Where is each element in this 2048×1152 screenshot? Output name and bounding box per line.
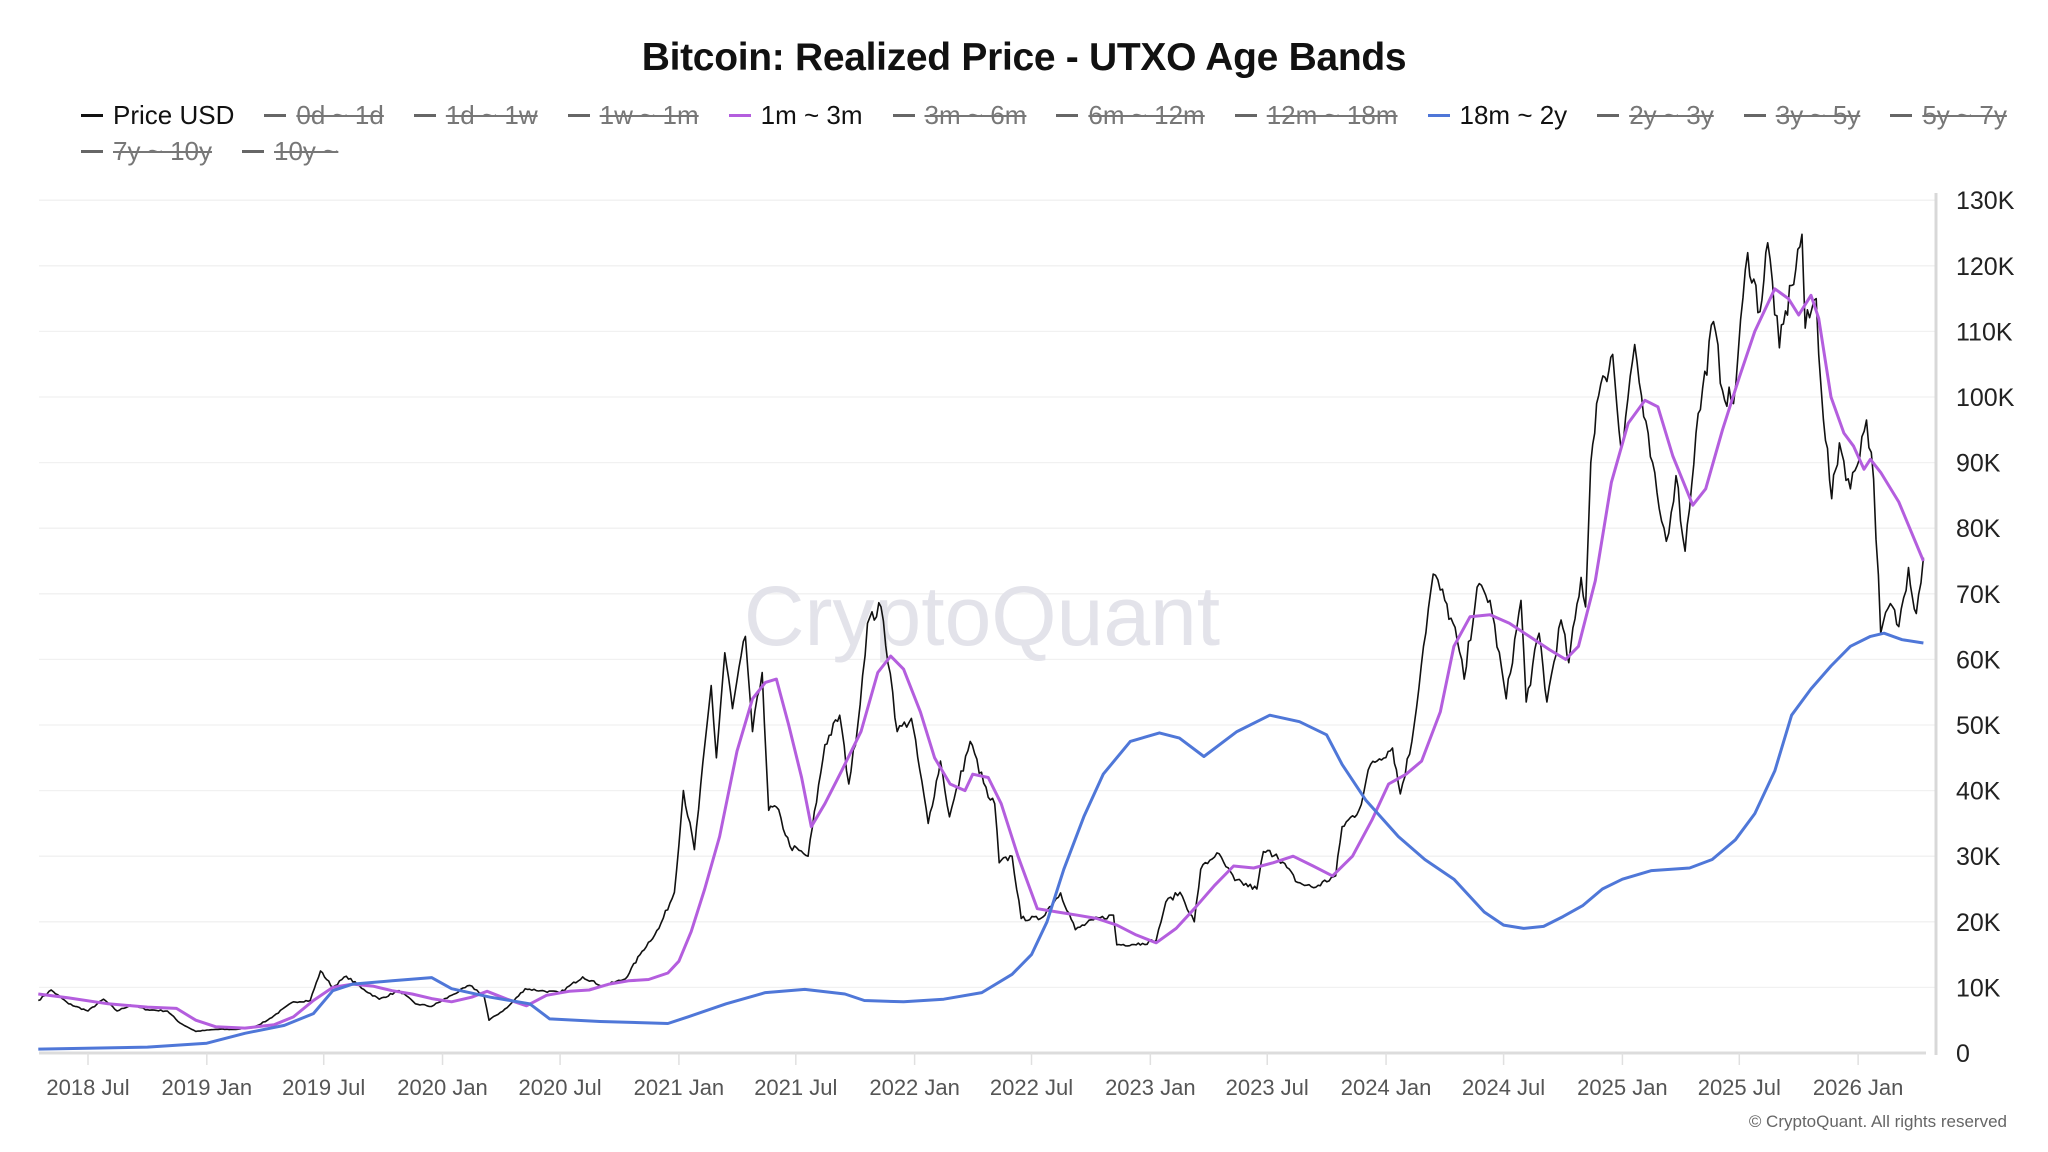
x-tick-label: 2019 Jul — [282, 1075, 365, 1100]
copyright-notice: © CryptoQuant. All rights reserved — [1748, 1112, 2007, 1131]
legend-swatch — [1890, 113, 1913, 117]
series-line-1m-3m — [38, 287, 1925, 1030]
x-tick-label: 2026 Jan — [1813, 1075, 1904, 1100]
legend-label: 7y ~ 10y — [113, 135, 213, 166]
y-tick-label: 40K — [1956, 778, 2001, 806]
y-tick-label: 20K — [1956, 909, 2001, 937]
x-tick-label: 2024 Jan — [1341, 1075, 1432, 1100]
legend-swatch — [81, 149, 103, 153]
legend-label: 0d ~ 1d — [296, 99, 384, 130]
legend-swatch — [413, 113, 436, 117]
x-tick-label: 2022 Jul — [990, 1075, 1073, 1100]
x-tick-label: 2019 Jan — [162, 1075, 253, 1100]
chart-title: Bitcoin: Realized Price - UTXO Age Bands — [641, 36, 1407, 79]
y-tick-label: 70K — [1956, 581, 2001, 609]
legend-swatch — [1234, 113, 1257, 117]
legend-label: 5y ~ 7y — [1922, 99, 2007, 130]
legend-item-1w-1m[interactable]: 1w ~ 1m — [567, 99, 699, 130]
x-tick-label: 2025 Jul — [1698, 1075, 1781, 1100]
y-tick-label: 130K — [1956, 187, 2015, 215]
y-tick-label: 110K — [1956, 318, 2013, 346]
legend-label: 12m ~ 18m — [1266, 99, 1398, 130]
y-tick-label: 60K — [1956, 646, 2001, 674]
x-tick-label: 2018 Jul — [46, 1075, 129, 1100]
gridlines — [39, 199, 1936, 989]
legend-label: 1d ~ 1w — [445, 99, 538, 130]
x-tick-label: 2025 Jan — [1577, 1075, 1668, 1100]
legend-item-0d-1d[interactable]: 0d ~ 1d — [264, 99, 384, 130]
legend-item-12m-18m[interactable]: 12m ~ 18m — [1234, 99, 1398, 130]
legend-item-5y-7y[interactable]: 5y ~ 7y — [1890, 100, 2007, 130]
x-tick-label: 2023 Jul — [1226, 1075, 1309, 1100]
legend-item-price-usd[interactable]: Price USD — [81, 100, 234, 130]
legend-label: Price USD — [113, 99, 235, 130]
x-tick-label: 2021 Jan — [634, 1075, 725, 1100]
legend: Price USD 0d ~ 1d 1d ~ 1w 1w ~ 1m 1m ~ 3… — [81, 100, 2011, 166]
legend-swatch — [1743, 113, 1766, 117]
legend-item-7y-10y[interactable]: 7y ~ 10y — [81, 136, 212, 166]
legend-swatch — [81, 113, 103, 117]
x-tick-label: 2024 Jul — [1462, 1075, 1545, 1100]
y-tick-label: 10K — [1956, 974, 2001, 1002]
legend-swatch — [728, 113, 751, 117]
y-tick-label: 100K — [1956, 384, 2015, 412]
legend-swatch — [892, 113, 915, 117]
watermark: CryptoQuant — [744, 569, 1220, 663]
x-tick-label: 2020 Jul — [518, 1075, 601, 1100]
x-tick-label: 2021 Jul — [754, 1075, 837, 1100]
legend-label: 2y ~ 3y — [1629, 99, 1714, 130]
legend-label: 1m ~ 3m — [760, 99, 863, 130]
y-tick-label: 120K — [1956, 253, 2015, 281]
legend-item-1d-1w[interactable]: 1d ~ 1w — [413, 99, 538, 130]
legend-item-6m-12m[interactable]: 6m ~ 12m — [1056, 99, 1205, 130]
legend-label: 10y ~ — [274, 135, 339, 166]
legend-item-3m-6m[interactable]: 3m ~ 6m — [892, 99, 1027, 130]
legend-swatch — [264, 113, 287, 117]
legend-item-10y-plus[interactable]: 10y ~ — [242, 136, 338, 166]
y-tick-label: 50K — [1956, 712, 2001, 740]
legend-swatch — [1597, 113, 1620, 117]
legend-label: 3y ~ 5y — [1775, 99, 1861, 130]
legend-swatch — [1427, 113, 1450, 117]
axes: 0 10K 20K 30K 40K 50K 60K 70K 80K 90K 100K 110K 120K… — [39, 187, 2015, 1100]
legend-label: 18m ~ 2y — [1459, 99, 1568, 130]
legend-label: 6m ~ 12m — [1088, 99, 1205, 130]
legend-item-18m-2y[interactable]: 18m ~ 2y — [1427, 99, 1568, 130]
legend-item-3y-5y[interactable]: 3y ~ 5y — [1743, 99, 1861, 130]
series-line-18m-2y — [38, 631, 1924, 1051]
legend-item-2y-3y[interactable]: 2y ~ 3y — [1597, 100, 1714, 130]
legend-swatch — [1056, 113, 1079, 117]
x-tick-label: 2023 Jan — [1105, 1075, 1196, 1100]
legend-label: 1w ~ 1m — [599, 99, 699, 130]
legend-item-1m-3m[interactable]: 1m ~ 3m — [728, 99, 863, 130]
y-tick-label: 80K — [1956, 515, 2001, 543]
y-tick-label: 30K — [1956, 843, 2001, 871]
y-tick-label: 90K — [1956, 450, 2001, 478]
x-tick-label: 2020 Jan — [397, 1075, 488, 1100]
legend-label: 3m ~ 6m — [924, 99, 1027, 130]
series-lines — [38, 233, 1925, 1051]
y-tick-label: 0 — [1956, 1040, 1970, 1068]
legend-swatch — [567, 113, 590, 117]
x-tick-label: 2022 Jan — [869, 1075, 960, 1100]
legend-swatch — [242, 149, 265, 153]
